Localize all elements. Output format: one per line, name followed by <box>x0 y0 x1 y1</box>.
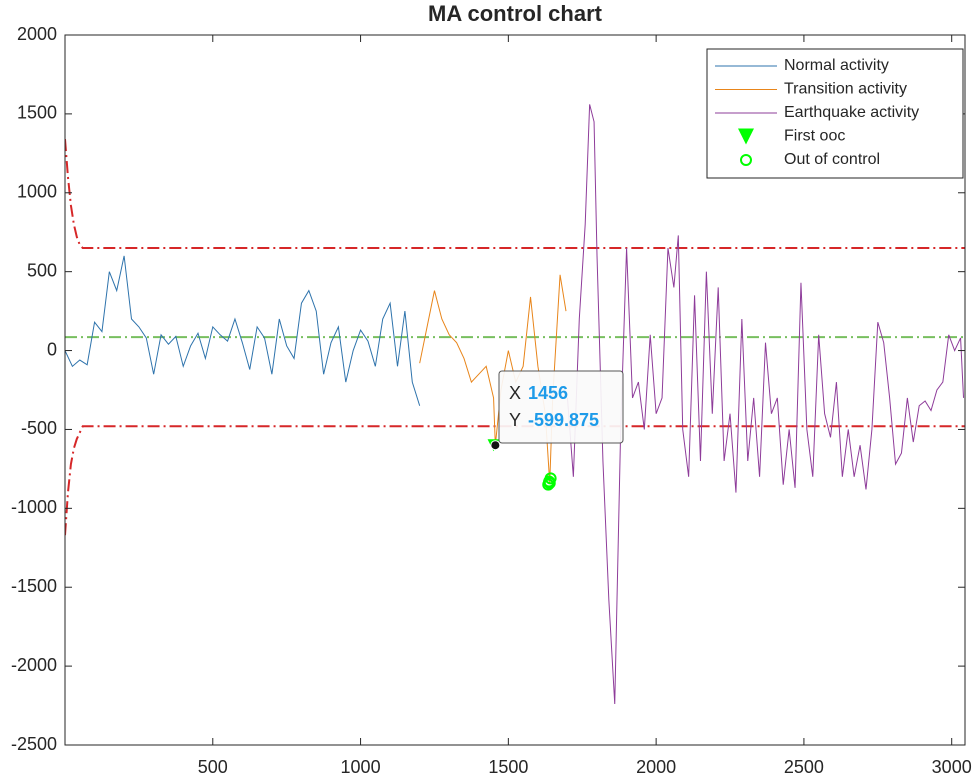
y-tick-label: 1500 <box>17 103 57 123</box>
x-tick-label: 500 <box>198 757 228 777</box>
x-tick-label: 1500 <box>488 757 528 777</box>
datatip-y-label: Y <box>509 410 521 430</box>
y-tick-label: -1500 <box>11 576 57 596</box>
control-limit <box>65 425 965 536</box>
control-limit <box>65 139 965 249</box>
legend-label: Transition activity <box>784 81 907 98</box>
legend-label: Out of control <box>784 151 880 168</box>
datatip-x-label: X <box>509 383 521 403</box>
y-tick-label: -500 <box>21 418 57 438</box>
y-tick-label: -2000 <box>11 655 57 675</box>
datatip: X 1456 Y -599.875 <box>490 370 624 451</box>
ooc-marker <box>543 477 556 490</box>
legend-swatch <box>738 128 754 145</box>
legend: Normal activity Transition activity Earthq… <box>706 48 964 179</box>
x-tick-label: 1000 <box>341 757 381 777</box>
legend-label: Earthquake activity <box>784 104 919 121</box>
y-tick-label: 500 <box>27 260 57 280</box>
series-line <box>566 104 965 705</box>
series-line <box>65 255 421 406</box>
y-tick-label: 1000 <box>17 182 57 202</box>
x-tick-label: 3000 <box>932 757 972 777</box>
axes-box <box>64 34 966 746</box>
y-tick-label: -2500 <box>11 734 57 754</box>
ooc-marker <box>544 472 557 485</box>
x-tick-label: 2000 <box>636 757 676 777</box>
datatip-x-value: 1456 <box>528 383 568 403</box>
datatip-point <box>490 440 501 451</box>
legend-swatch <box>740 154 752 166</box>
datatip-box <box>498 370 624 444</box>
plot-area <box>65 104 965 705</box>
chart-title: MA control chart <box>428 1 603 26</box>
datatip-y-value: -599.875 <box>528 410 599 430</box>
y-tick-label: -1000 <box>11 497 57 517</box>
legend-label: Normal activity <box>784 57 889 74</box>
y-tick-label: 2000 <box>17 24 57 44</box>
x-tick-label: 2500 <box>784 757 824 777</box>
axes: -2500 -2000 -1500 -1000 -500 0 500 1000 1500 2000… <box>11 24 972 777</box>
legend-label: First ooc <box>784 128 845 145</box>
y-tick-label: 0 <box>47 339 57 359</box>
